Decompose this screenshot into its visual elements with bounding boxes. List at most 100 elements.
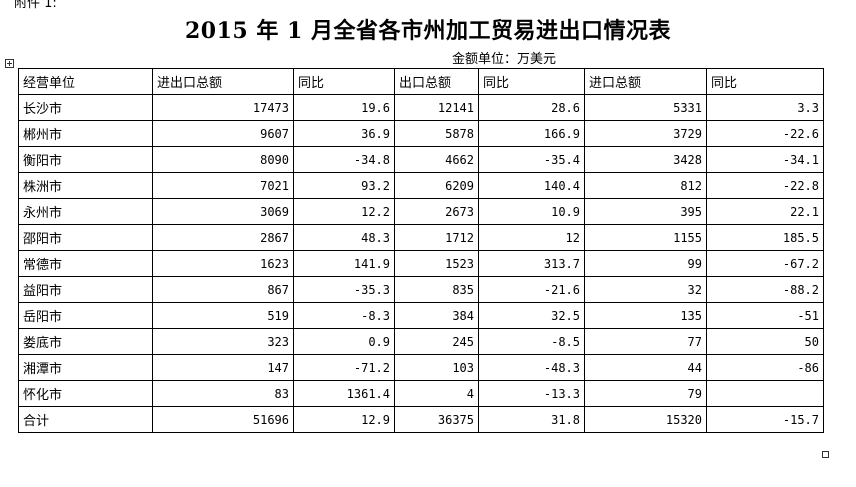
city-cell: 长沙市 — [18, 94, 153, 121]
table-row: 常德市 1623 141.9 1523 313.7 99 -67.2 — [18, 250, 824, 277]
value-cell: -34.8 — [293, 146, 395, 173]
value-cell: 5878 — [394, 120, 479, 147]
value-cell: 48.3 — [293, 224, 395, 251]
value-cell: 1155 — [584, 224, 707, 251]
value-cell: -71.2 — [293, 354, 395, 381]
value-cell: 384 — [394, 302, 479, 329]
value-cell: 245 — [394, 328, 479, 355]
value-cell: 6209 — [394, 172, 479, 199]
table-row: 衡阳市 8090 -34.8 4662 -35.4 3428 -34.1 — [18, 146, 824, 173]
value-cell: 395 — [584, 198, 707, 225]
value-cell: 5331 — [584, 94, 707, 121]
city-cell: 衡阳市 — [18, 146, 153, 173]
header-cell: 同比 — [706, 68, 824, 95]
city-cell: 益阳市 — [18, 276, 153, 303]
city-cell: 邵阳市 — [18, 224, 153, 251]
value-cell: 32.5 — [478, 302, 585, 329]
value-cell: -51 — [706, 302, 824, 329]
value-cell: 3.3 — [706, 94, 824, 121]
total-value-cell: 31.8 — [478, 406, 585, 433]
attachment-label: 附件 1: — [14, 0, 57, 11]
value-cell: -34.1 — [706, 146, 824, 173]
value-cell: 3729 — [584, 120, 707, 147]
table-row: 株洲市 7021 93.2 6209 140.4 812 -22.8 — [18, 172, 824, 199]
header-cell: 经营单位 — [18, 68, 153, 95]
total-label-cell: 合计 — [18, 406, 153, 433]
value-cell: 2867 — [152, 224, 294, 251]
city-cell: 株洲市 — [18, 172, 153, 199]
value-cell: 7021 — [152, 172, 294, 199]
value-cell: -88.2 — [706, 276, 824, 303]
value-cell: 17473 — [152, 94, 294, 121]
value-cell: 79 — [584, 380, 707, 407]
value-cell: 147 — [152, 354, 294, 381]
total-value-cell: 12.9 — [293, 406, 395, 433]
value-cell: 77 — [584, 328, 707, 355]
value-cell: 3428 — [584, 146, 707, 173]
value-cell: 103 — [394, 354, 479, 381]
total-value-cell: 51696 — [152, 406, 294, 433]
value-cell: 1361.4 — [293, 380, 395, 407]
value-cell: -22.8 — [706, 172, 824, 199]
value-cell: -67.2 — [706, 250, 824, 277]
header-cell: 同比 — [478, 68, 585, 95]
table-row: 永州市 3069 12.2 2673 10.9 395 22.1 — [18, 198, 824, 225]
value-cell: 0.9 — [293, 328, 395, 355]
value-cell: 9607 — [152, 120, 294, 147]
value-cell: -13.3 — [478, 380, 585, 407]
total-value-cell: 36375 — [394, 406, 479, 433]
value-cell: 32 — [584, 276, 707, 303]
value-cell: 519 — [152, 302, 294, 329]
value-cell: 8090 — [152, 146, 294, 173]
table-header-row: 经营单位 进出口总额 同比 出口总额 同比 进口总额 同比 — [18, 68, 824, 95]
city-cell: 湘潭市 — [18, 354, 153, 381]
value-cell: 313.7 — [478, 250, 585, 277]
table-row: 邵阳市 2867 48.3 1712 12 1155 185.5 — [18, 224, 824, 251]
city-cell: 岳阳市 — [18, 302, 153, 329]
table-row: 益阳市 867 -35.3 835 -21.6 32 -88.2 — [18, 276, 824, 303]
value-cell: 867 — [152, 276, 294, 303]
unit-note: 金额单位：万美元 — [452, 52, 557, 67]
value-cell: 19.6 — [293, 94, 395, 121]
value-cell: -35.4 — [478, 146, 585, 173]
value-cell: 12.2 — [293, 198, 395, 225]
header-cell: 出口总额 — [394, 68, 479, 95]
city-cell: 永州市 — [18, 198, 153, 225]
value-cell: 3069 — [152, 198, 294, 225]
value-cell: 140.4 — [478, 172, 585, 199]
table-row: 娄底市 323 0.9 245 -8.5 77 50 — [18, 328, 824, 355]
value-cell: 1712 — [394, 224, 479, 251]
header-cell: 进口总额 — [584, 68, 707, 95]
value-cell: 812 — [584, 172, 707, 199]
trade-table: 经营单位 进出口总额 同比 出口总额 同比 进口总额 同比 长沙市 17473 19… — [18, 68, 824, 433]
value-cell: 36.9 — [293, 120, 395, 147]
table-row: 怀化市 83 1361.4 4 -13.3 79 — [18, 380, 824, 407]
value-cell: 1523 — [394, 250, 479, 277]
total-row: 合计 51696 12.9 36375 31.8 15320 -15.7 — [18, 406, 824, 433]
value-cell: 28.6 — [478, 94, 585, 121]
header-cell: 同比 — [293, 68, 395, 95]
value-cell: -8.3 — [293, 302, 395, 329]
value-cell: 4662 — [394, 146, 479, 173]
value-cell — [706, 380, 824, 407]
value-cell: 2673 — [394, 198, 479, 225]
value-cell: 10.9 — [478, 198, 585, 225]
value-cell: 99 — [584, 250, 707, 277]
value-cell: -48.3 — [478, 354, 585, 381]
city-cell: 怀化市 — [18, 380, 153, 407]
value-cell: 135 — [584, 302, 707, 329]
value-cell: -35.3 — [293, 276, 395, 303]
city-cell: 娄底市 — [18, 328, 153, 355]
value-cell: 12141 — [394, 94, 479, 121]
value-cell: 12 — [478, 224, 585, 251]
value-cell: -86 — [706, 354, 824, 381]
table-row: 郴州市 9607 36.9 5878 166.9 3729 -22.6 — [18, 120, 824, 147]
value-cell: 50 — [706, 328, 824, 355]
table-resize-handle-icon[interactable] — [822, 451, 829, 458]
table-move-handle-icon[interactable] — [5, 59, 14, 68]
value-cell: -8.5 — [478, 328, 585, 355]
value-cell: 93.2 — [293, 172, 395, 199]
value-cell: 1623 — [152, 250, 294, 277]
value-cell: 4 — [394, 380, 479, 407]
total-value-cell: -15.7 — [706, 406, 824, 433]
